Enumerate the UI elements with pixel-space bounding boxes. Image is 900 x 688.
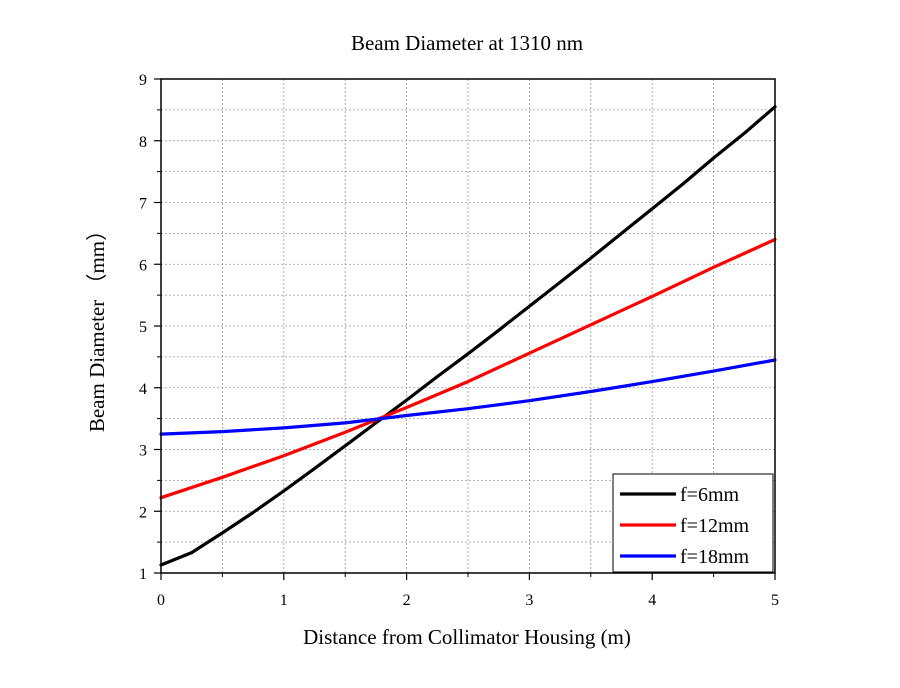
x-tick-label: 3 [525,592,533,609]
legend-label: f=12mm [680,515,749,537]
y-tick-label: 4 [139,381,147,398]
legend-label: f=18mm [680,546,749,568]
series-line-f-18mm [159,358,777,436]
x-tick-label: 4 [648,592,656,609]
x-tick-label: 5 [771,592,779,609]
x-axis-label: Distance from Collimator Housing (m) [303,625,631,649]
x-tick-label: 0 [157,592,165,609]
series-line-f-6mm [159,105,777,567]
y-tick-label: 3 [139,443,147,460]
y-tick-label: 7 [139,196,147,213]
y-tick-label: 9 [139,72,147,89]
legend-label: f=6mm [680,484,739,506]
y-tick-label: 5 [139,319,147,336]
y-axis-label: Beam Diameter （mm） [85,220,109,432]
y-tick-label: 6 [139,257,147,274]
series-lines [159,105,777,567]
x-tick-label: 1 [280,592,288,609]
legend: f=6mm f=12mm f=18mm [612,473,774,573]
y-tick-label: 8 [139,134,147,151]
x-tick-label: 2 [403,592,411,609]
chart-title: Beam Diameter at 1310 nm [351,31,583,55]
series-line-f-12mm [159,237,777,500]
y-tick-label: 1 [139,566,147,583]
y-tick-label: 2 [139,504,147,521]
